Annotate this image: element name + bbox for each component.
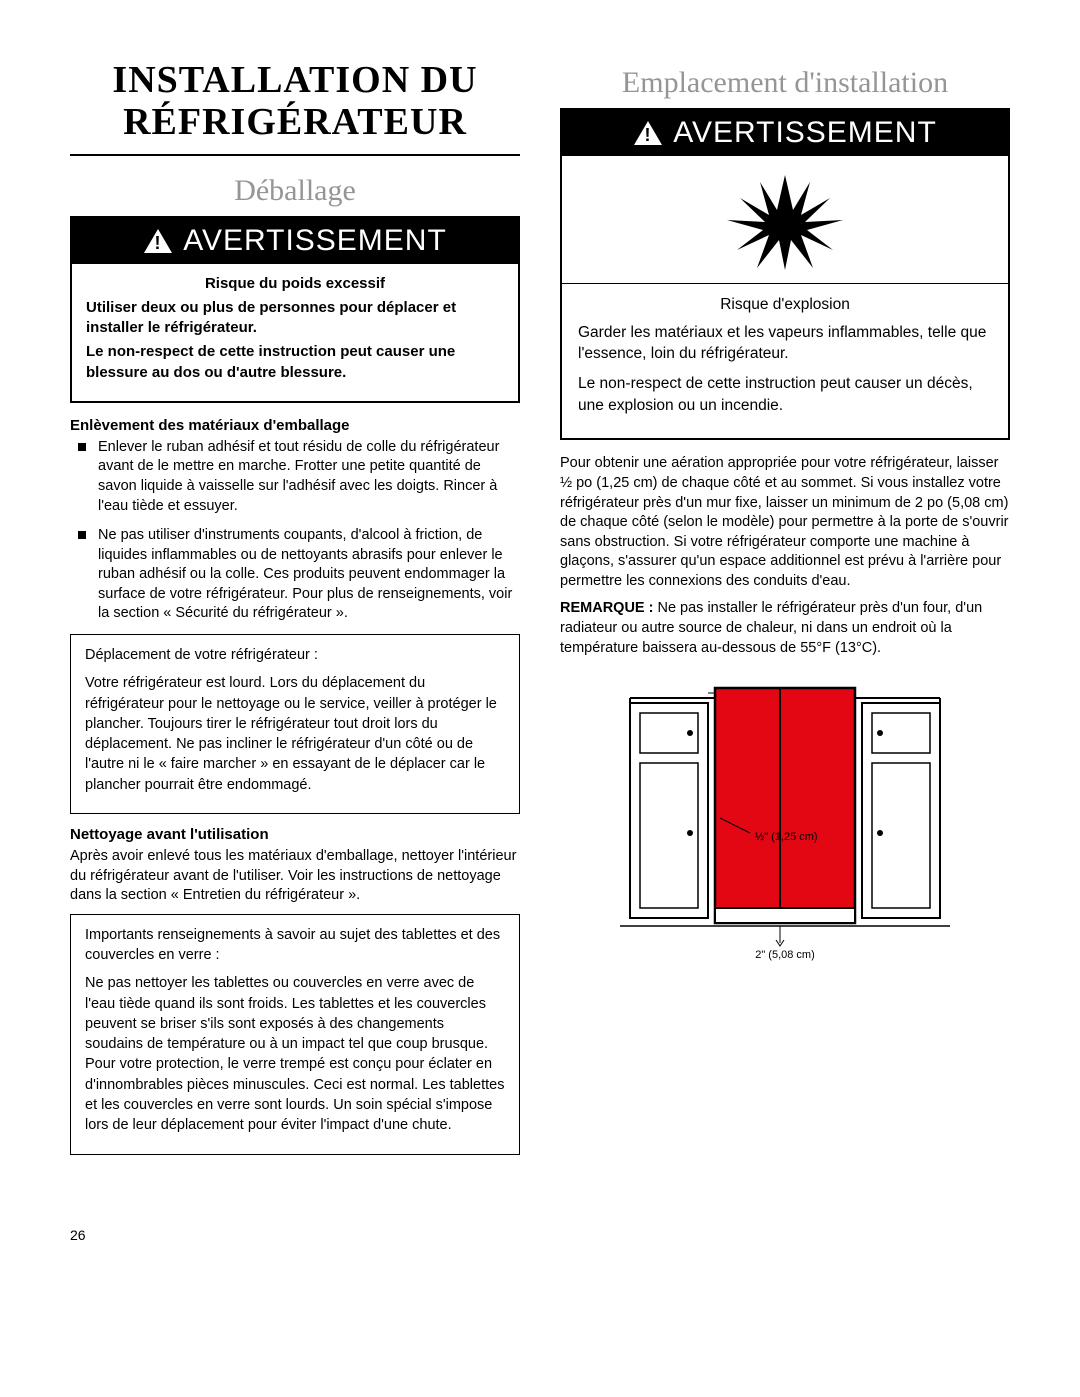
explosion-warning-body: Risque d'explosion Garder les matériaux … [560, 284, 1010, 440]
box-p2: Ne pas nettoyer les tablettes ou couverc… [85, 973, 505, 1135]
svg-text:!: ! [155, 233, 162, 253]
section-title-location: Emplacement d'installation [560, 66, 1010, 100]
remarque-label: REMARQUE : [560, 600, 653, 616]
box-p1: Importants renseignements à savoir au su… [85, 925, 505, 966]
right-column: Emplacement d'installation ! AVERTISSEME… [560, 60, 1010, 1167]
warning-label: AVERTISSEMENT [673, 116, 937, 150]
warning-line1: Utiliser deux ou plus de personnes pour … [86, 298, 504, 339]
location-paragraph: Pour obtenir une aération appropriée pou… [560, 454, 1010, 591]
explosion-p2: Le non-respect de cette instruction peut… [578, 373, 992, 416]
box-p2: Votre réfrigérateur est lourd. Lors du d… [85, 673, 505, 795]
installation-diagram: ½" (1,25 cm) 2" (5,08 cm) [560, 668, 1010, 973]
left-column: INSTALLATION DU RÉFRIGÉRATEUR Déballage … [70, 60, 520, 1167]
explosion-icon [725, 257, 845, 274]
svg-text:!: ! [645, 125, 652, 145]
bullet-item: Enlever le ruban adhésif et tout résidu … [70, 438, 520, 516]
main-title: INSTALLATION DU RÉFRIGÉRATEUR [70, 60, 520, 156]
warning-title: Risque du poids excessif [86, 274, 504, 294]
warning-triangle-icon: ! [633, 120, 663, 146]
warning-header: ! AVERTISSEMENT [72, 218, 518, 264]
box-p1: Déplacement de votre réfrigérateur : [85, 645, 505, 665]
subhead-cleaning: Nettoyage avant l'utilisation [70, 826, 520, 843]
section-title-deballage: Déballage [70, 174, 520, 208]
cleaning-paragraph: Après avoir enlevé tous les matériaux d'… [70, 847, 520, 906]
warning-label: AVERTISSEMENT [183, 224, 447, 258]
warning-box-explosion: ! AVERTISSEMENT Risque d'explosion Garde… [560, 108, 1010, 440]
bullet-list: Enlever le ruban adhésif et tout résidu … [70, 438, 520, 624]
info-box-glass: Importants renseignements à savoir au su… [70, 914, 520, 1155]
warning-triangle-icon: ! [143, 228, 173, 254]
explosion-p1: Garder les matériaux et les vapeurs infl… [578, 322, 992, 365]
info-box-moving: Déplacement de votre réfrigérateur : Vot… [70, 634, 520, 814]
warning-body: Risque du poids excessif Utiliser deux o… [72, 264, 518, 401]
explosion-risk-title: Risque d'explosion [578, 294, 992, 316]
bullet-item: Ne pas utiliser d'instruments coupants, … [70, 526, 520, 624]
diagram-label-bottom: 2" (5,08 cm) [755, 949, 815, 961]
explosion-icon-box [560, 156, 1010, 284]
page-number: 26 [70, 1227, 1010, 1243]
remarque-paragraph: REMARQUE : Ne pas installer le réfrigéra… [560, 599, 1010, 658]
subhead-removal: Enlèvement des matériaux d'emballage [70, 417, 520, 434]
warning-header: ! AVERTISSEMENT [560, 108, 1010, 156]
diagram-label-top: ½" (1,25 cm) [755, 831, 818, 843]
warning-line2: Le non-respect de cette instruction peut… [86, 342, 504, 383]
warning-box-weight: ! AVERTISSEMENT Risque du poids excessif… [70, 216, 520, 403]
